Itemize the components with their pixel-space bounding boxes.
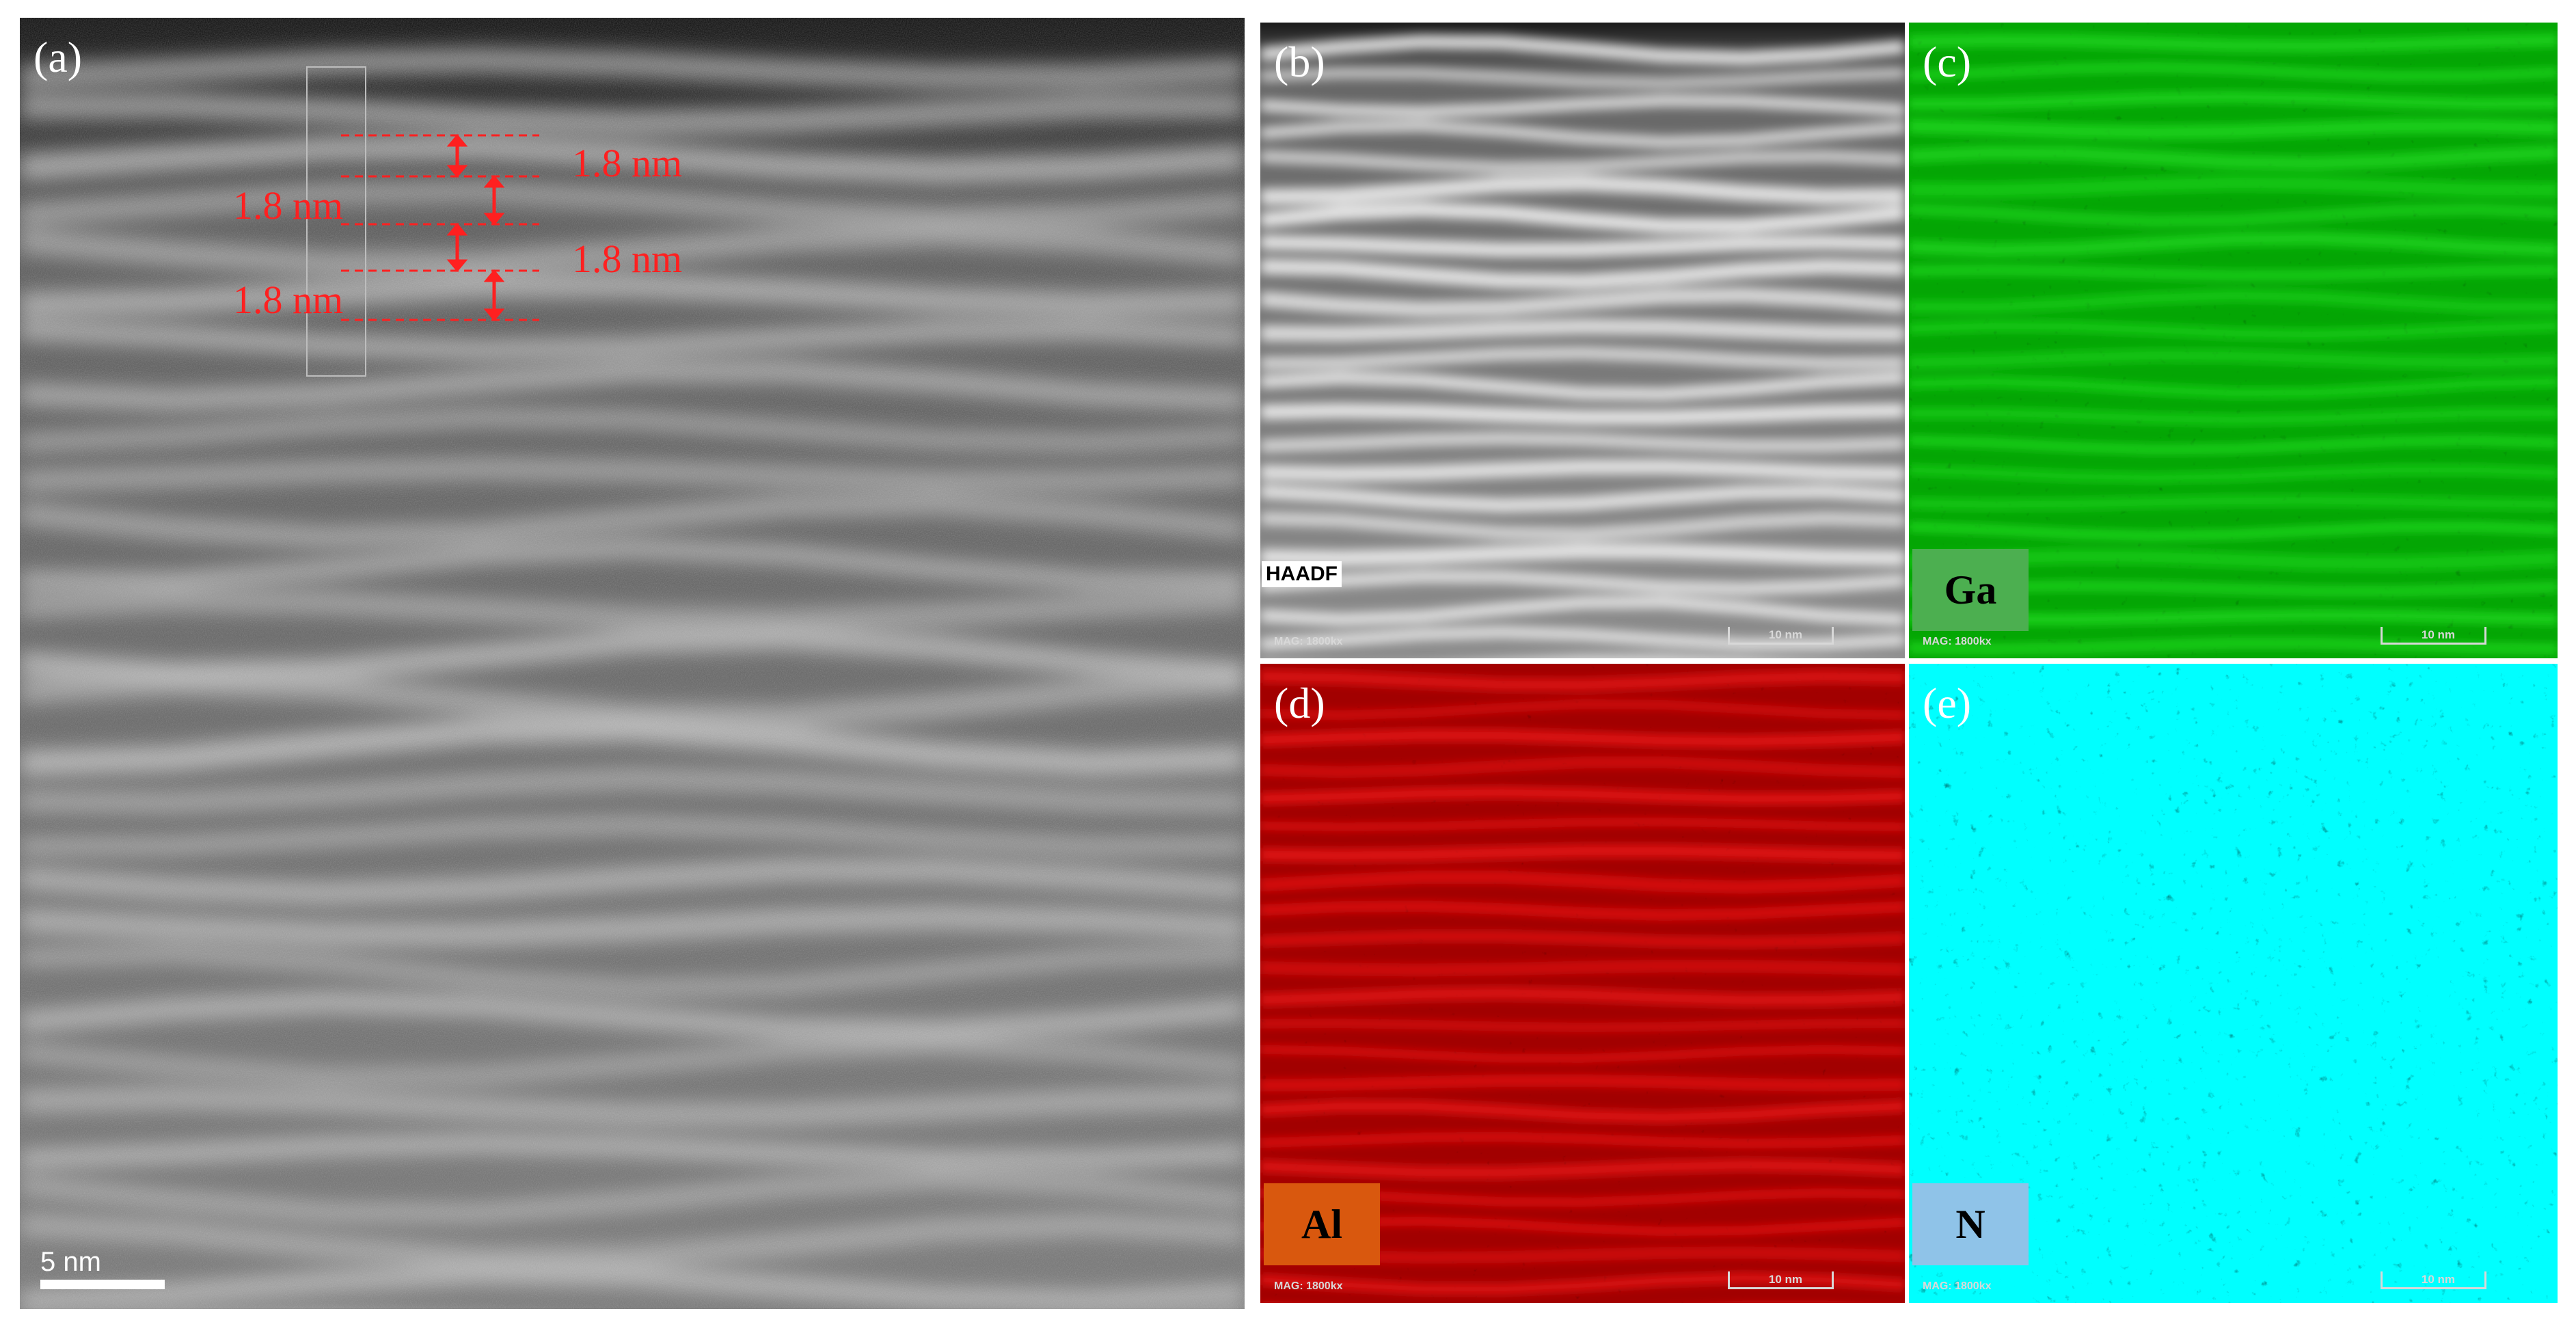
element-label-n: N bbox=[1912, 1183, 2029, 1265]
measurement-label: 1.8 nm bbox=[233, 183, 344, 228]
element-label-al: Al bbox=[1264, 1183, 1380, 1265]
magnification-label: MAG: 1800kx bbox=[1923, 636, 1992, 647]
signal-label-haadf: HAADF bbox=[1262, 561, 1342, 587]
measurement-label: 1.8 nm bbox=[572, 141, 683, 185]
haadf-image bbox=[1260, 23, 1905, 658]
scale-bar-label-c: 10 nm bbox=[2421, 628, 2455, 641]
panel-label-e: (e) bbox=[1923, 679, 1972, 727]
element-label-ga: Ga bbox=[1912, 549, 2029, 631]
measurement-label: 1.8 nm bbox=[233, 278, 344, 322]
panel-label-b: (b) bbox=[1274, 38, 1325, 86]
scale-bar-d bbox=[1728, 1271, 1834, 1289]
profile-box bbox=[306, 66, 366, 377]
panel-label-d: (d) bbox=[1274, 679, 1325, 727]
magnification-label: MAG: 1800kx bbox=[1274, 636, 1343, 647]
panel-label-c: (c) bbox=[1923, 38, 1972, 86]
scale-bar-label-a: 5 nm bbox=[40, 1247, 101, 1277]
scale-bar-e bbox=[2381, 1271, 2486, 1289]
panel-a-stem-image: (a) 1.8 nm 1.8 nm 1.8 nm 1.8 nm 5 nm bbox=[20, 18, 1245, 1309]
panel-d-al-map: (d) Al MAG: 1800kx 10 nm bbox=[1260, 664, 1905, 1303]
scale-bar-label-d: 10 nm bbox=[1768, 1273, 1802, 1286]
magnification-label: MAG: 1800kx bbox=[1923, 1280, 1992, 1292]
panel-label-a: (a) bbox=[33, 33, 83, 81]
scale-bar-label-e: 10 nm bbox=[2421, 1273, 2455, 1286]
scale-bar-label-b: 10 nm bbox=[1768, 628, 1802, 641]
panel-b-haadf: (b) HAADF MAG: 1800kx 10 nm bbox=[1260, 23, 1905, 658]
panel-e-n-map: (e) N MAG: 1800kx 10 nm bbox=[1909, 664, 2558, 1303]
measurement-label: 1.8 nm bbox=[572, 237, 683, 281]
magnification-label: MAG: 1800kx bbox=[1274, 1280, 1343, 1292]
scale-bar-c bbox=[2381, 627, 2486, 645]
stem-image-a bbox=[20, 18, 1245, 1309]
panel-c-ga-map: (c) Ga MAG: 1800kx 10 nm bbox=[1909, 23, 2558, 658]
scale-bar-b bbox=[1728, 627, 1834, 645]
scale-bar-a bbox=[40, 1280, 165, 1289]
